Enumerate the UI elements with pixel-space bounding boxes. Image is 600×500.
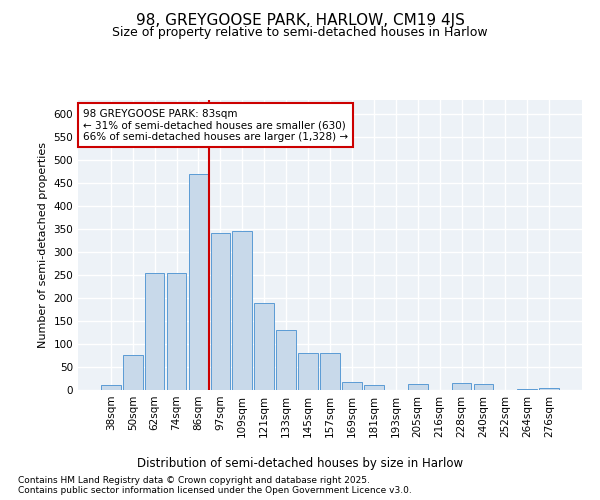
Bar: [539, 388, 559, 390]
Bar: [254, 302, 274, 390]
Bar: [320, 353, 340, 390]
Bar: [452, 383, 472, 390]
Bar: [101, 386, 121, 390]
Bar: [167, 272, 187, 390]
Bar: [145, 272, 164, 390]
Bar: [298, 353, 318, 390]
Bar: [276, 330, 296, 390]
Bar: [473, 384, 493, 390]
Text: 98, GREYGOOSE PARK, HARLOW, CM19 4JS: 98, GREYGOOSE PARK, HARLOW, CM19 4JS: [136, 12, 464, 28]
Text: Contains HM Land Registry data © Crown copyright and database right 2025.
Contai: Contains HM Land Registry data © Crown c…: [18, 476, 412, 495]
Bar: [517, 388, 537, 390]
Bar: [364, 386, 384, 390]
Bar: [232, 231, 252, 390]
Text: Size of property relative to semi-detached houses in Harlow: Size of property relative to semi-detach…: [112, 26, 488, 39]
Text: 98 GREYGOOSE PARK: 83sqm
← 31% of semi-detached houses are smaller (630)
66% of : 98 GREYGOOSE PARK: 83sqm ← 31% of semi-d…: [83, 108, 348, 142]
Y-axis label: Number of semi-detached properties: Number of semi-detached properties: [38, 142, 48, 348]
Text: Distribution of semi-detached houses by size in Harlow: Distribution of semi-detached houses by …: [137, 458, 463, 470]
Bar: [123, 356, 143, 390]
Bar: [211, 234, 230, 390]
Bar: [408, 384, 428, 390]
Bar: [342, 382, 362, 390]
Bar: [188, 174, 208, 390]
